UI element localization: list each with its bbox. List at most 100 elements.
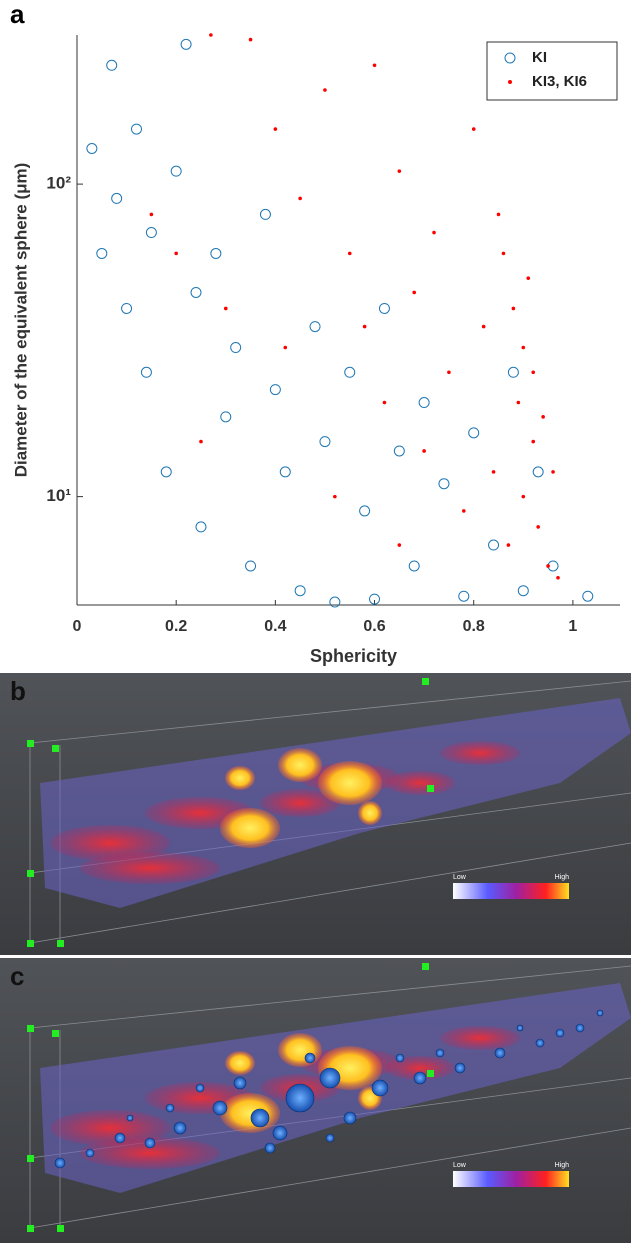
- marker: [52, 745, 59, 752]
- point: [378, 302, 390, 314]
- marker: [27, 870, 34, 877]
- point: [516, 400, 521, 405]
- pore: [319, 1067, 341, 1089]
- point: [347, 251, 352, 256]
- point: [279, 466, 291, 478]
- marker: [27, 1155, 34, 1162]
- pore: [165, 1103, 175, 1113]
- point: [412, 290, 417, 295]
- pore: [494, 1047, 506, 1059]
- pore: [126, 1114, 134, 1122]
- point: [269, 384, 281, 396]
- point: [418, 397, 430, 409]
- marker: [27, 1225, 34, 1232]
- point: [536, 525, 540, 529]
- point: [422, 449, 426, 453]
- point: [149, 212, 154, 217]
- point: [521, 494, 526, 499]
- x-tick-label: 0.8: [463, 618, 485, 635]
- colorbar-high: High: [555, 874, 570, 881]
- panel-label: a: [10, 0, 25, 29]
- point: [209, 33, 213, 37]
- bounding-box: [29, 965, 631, 1229]
- point: [273, 127, 278, 131]
- hot-region: [220, 808, 280, 848]
- marker: [57, 1225, 64, 1232]
- pore: [371, 1079, 389, 1097]
- legend-marker: [504, 52, 516, 64]
- marker: [427, 785, 434, 792]
- point: [541, 415, 545, 419]
- signal-region: [80, 852, 220, 884]
- colorbar-high: High: [555, 1162, 570, 1169]
- point: [223, 306, 228, 311]
- hot-region: [278, 1033, 322, 1067]
- pore: [555, 1028, 565, 1038]
- colorbar-low: Low: [453, 1162, 467, 1169]
- point: [106, 59, 118, 71]
- hot-region: [220, 1093, 280, 1133]
- rendering: c Low High: [0, 958, 631, 1243]
- pore: [173, 1121, 187, 1135]
- point: [131, 123, 143, 135]
- point: [532, 466, 544, 478]
- point: [408, 560, 420, 572]
- point: [506, 543, 511, 547]
- point: [86, 142, 98, 154]
- legend-marker: [508, 80, 512, 84]
- point: [432, 230, 436, 235]
- signal-region: [50, 1110, 170, 1146]
- x-tick-label: 1: [568, 618, 577, 635]
- point: [507, 366, 519, 378]
- y-tick-label: 10¹: [46, 486, 71, 505]
- point: [298, 196, 302, 201]
- rendering-panels: b Low High c Low High: [0, 673, 631, 1243]
- x-tick-label: 0.6: [363, 618, 385, 635]
- point: [333, 494, 337, 499]
- point: [344, 366, 356, 378]
- x-tick-label: 0: [73, 618, 82, 635]
- point: [526, 276, 531, 280]
- signal-region: [260, 789, 340, 817]
- point: [195, 521, 207, 533]
- pore: [516, 1024, 524, 1032]
- point: [309, 321, 321, 333]
- point: [111, 192, 123, 204]
- point: [248, 37, 253, 42]
- point: [140, 366, 152, 378]
- point: [468, 427, 480, 439]
- pore: [325, 1133, 335, 1143]
- x-tick-label: 0.4: [264, 618, 286, 635]
- point: [362, 324, 367, 329]
- colorbar-low: Low: [453, 874, 467, 881]
- point: [488, 539, 500, 551]
- scatter-panel: a 0 0.2 0.4 0.6 0.8 1 10¹ 10² Sphericity Diameter …: [10, 0, 620, 666]
- panel-label: c: [10, 961, 24, 991]
- pore: [285, 1083, 315, 1113]
- pore: [454, 1062, 466, 1074]
- point: [517, 585, 529, 597]
- point: [230, 342, 242, 354]
- colorbar: [453, 883, 569, 899]
- point: [496, 212, 501, 217]
- point: [145, 227, 157, 239]
- pore: [250, 1108, 270, 1128]
- point: [372, 63, 377, 68]
- pore: [272, 1125, 288, 1141]
- signal-region: [385, 771, 455, 795]
- point: [319, 436, 331, 448]
- point: [323, 88, 327, 92]
- point: [283, 345, 288, 350]
- panel-label: b: [10, 676, 26, 706]
- marker: [52, 1030, 59, 1037]
- point: [180, 38, 192, 50]
- pore: [233, 1076, 247, 1090]
- point: [481, 324, 486, 329]
- point: [546, 564, 550, 568]
- marker: [27, 1025, 34, 1032]
- rendering: b Low High: [0, 673, 631, 955]
- point: [259, 208, 271, 220]
- y-tick-label: 10²: [46, 174, 71, 193]
- marker: [422, 678, 429, 685]
- point: [190, 286, 202, 298]
